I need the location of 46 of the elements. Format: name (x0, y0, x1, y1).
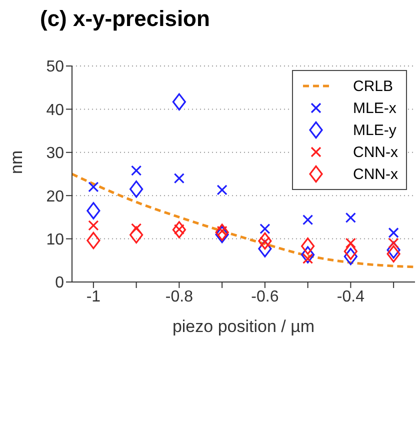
legend-label: CRLB (353, 78, 394, 94)
y-tick-label: 0 (55, 274, 64, 292)
point (86, 202, 100, 220)
point (172, 93, 186, 110)
point (388, 227, 399, 238)
chart-title: (c) x-y-precision (40, 6, 210, 32)
point (216, 184, 228, 196)
x-tick-label: -0.8 (165, 288, 194, 306)
point (258, 240, 272, 258)
point (131, 165, 142, 176)
point (131, 223, 142, 234)
point (345, 212, 356, 223)
point (386, 241, 400, 259)
point (215, 226, 229, 244)
x-tick-label: -0.6 (251, 288, 279, 306)
x-tick-label: -0.4 (336, 288, 365, 306)
x-axis-title: piezo position / µm (172, 317, 315, 336)
y-tick-label: 40 (46, 102, 64, 119)
point (258, 232, 272, 250)
x-tick-label: -1 (86, 288, 101, 306)
y-tick-label: 30 (46, 145, 64, 162)
y-tick-label: 10 (46, 231, 64, 248)
legend-label: CNN-x (353, 166, 398, 182)
y-tick-label: 50 (46, 58, 64, 76)
point (344, 242, 358, 260)
legend-label: CNN-x (353, 144, 398, 160)
point (86, 232, 100, 250)
y-axis-title: nm (7, 150, 26, 174)
point (260, 224, 270, 234)
point (345, 238, 356, 248)
point (215, 224, 229, 241)
point (301, 246, 315, 264)
legend-label: MLE-y (353, 122, 396, 138)
point (344, 248, 358, 266)
point (88, 182, 99, 192)
point (130, 226, 144, 244)
point (172, 221, 186, 238)
legend-label: MLE-x (353, 100, 396, 116)
point (301, 238, 315, 255)
point (302, 214, 314, 226)
y-tick-label: 20 (46, 188, 64, 206)
point (388, 238, 399, 248)
point (386, 245, 400, 263)
point (88, 220, 99, 231)
point (130, 180, 144, 198)
point (174, 173, 184, 184)
